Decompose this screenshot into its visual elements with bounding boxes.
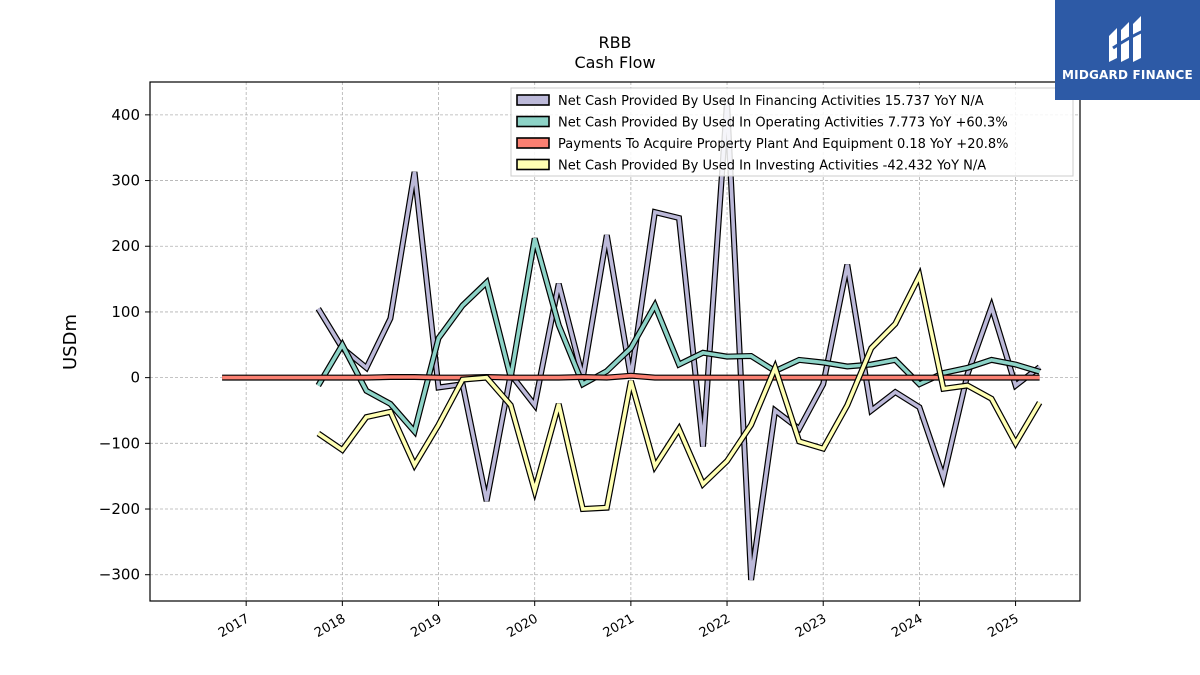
brand-name: MIDGARD FINANCE (1062, 68, 1193, 82)
brand-mark-icon (1109, 16, 1146, 62)
y-axis-label: USDm (60, 314, 81, 370)
x-tick-label: 2021 (601, 611, 637, 641)
chart-subtitle: Cash Flow (574, 53, 655, 72)
legend-label-2: Payments To Acquire Property Plant And E… (558, 137, 1009, 152)
series-line-0 (316, 101, 1041, 581)
x-tick-label: 2024 (889, 611, 925, 641)
x-tick-label: 2017 (216, 611, 252, 641)
legend-swatch-1 (516, 115, 550, 128)
legend-label-1: Net Cash Provided By Used In Operating A… (558, 116, 1008, 131)
brand-logo: MIDGARD FINANCE (1055, 0, 1200, 100)
chart-title: RBB (598, 33, 631, 52)
y-tick-label: 400 (111, 106, 140, 124)
y-tick-label: −200 (99, 500, 140, 518)
y-tick-label: 0 (130, 369, 140, 387)
series-line-1 (316, 237, 1041, 436)
y-tick-label: 300 (111, 172, 140, 190)
legend: Net Cash Provided By Used In Financing A… (510, 87, 1074, 177)
legend-swatch-0 (516, 94, 550, 106)
x-tick-label: 2020 (505, 611, 541, 641)
y-tick-label: 200 (111, 237, 140, 255)
legend-swatch-3 (516, 158, 550, 171)
y-axis-ticks: −300 −200 −100 0 100 200 300 400 (99, 106, 150, 584)
legend-box (510, 87, 1074, 177)
y-tick-label: −300 (99, 566, 140, 584)
x-tick-label: 2019 (408, 611, 444, 641)
series-line-2 (222, 373, 1040, 380)
legend-label-3: Net Cash Provided By Used In Investing A… (558, 159, 986, 174)
x-tick-label: 2025 (985, 611, 1021, 641)
x-tick-label: 2022 (697, 611, 733, 641)
legend-swatch-2 (516, 137, 550, 149)
legend-label-0: Net Cash Provided By Used In Financing A… (558, 94, 984, 109)
y-tick-label: 100 (111, 303, 140, 321)
x-axis-ticks: 2017 2018 2019 2020 2021 2022 2023 2024 2025 (216, 601, 1022, 641)
series-line-3 (317, 270, 1042, 511)
x-tick-label: 2018 (312, 611, 348, 641)
plot-frame (149, 81, 1081, 602)
y-tick-label: −100 (99, 434, 140, 452)
series-layer (222, 101, 1043, 581)
x-tick-label: 2023 (793, 611, 829, 641)
